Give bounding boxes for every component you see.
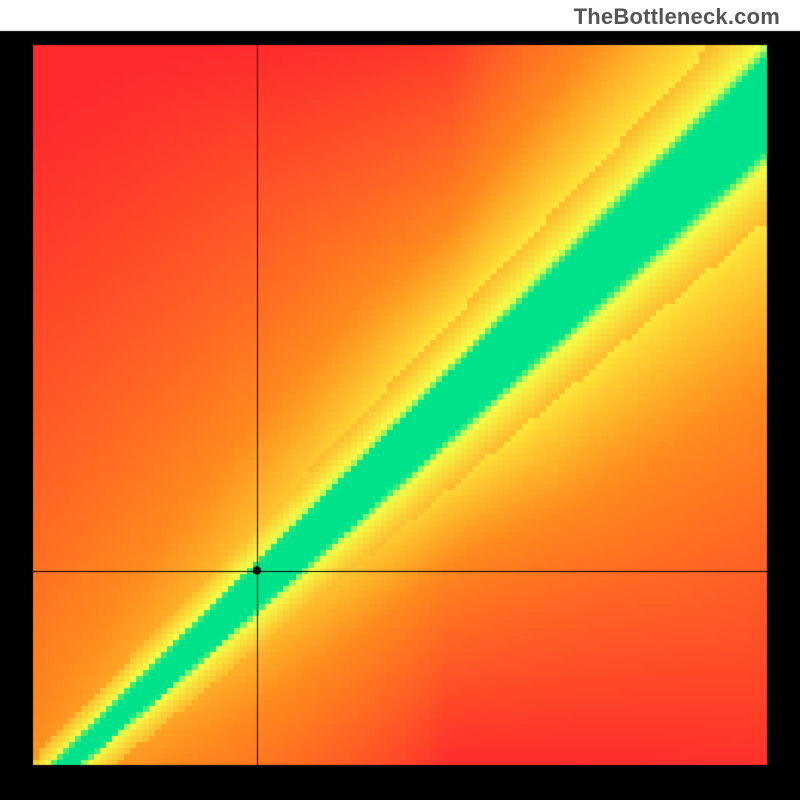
bottleneck-heatmap [0,0,800,800]
watermark-text: TheBottleneck.com [574,4,780,30]
